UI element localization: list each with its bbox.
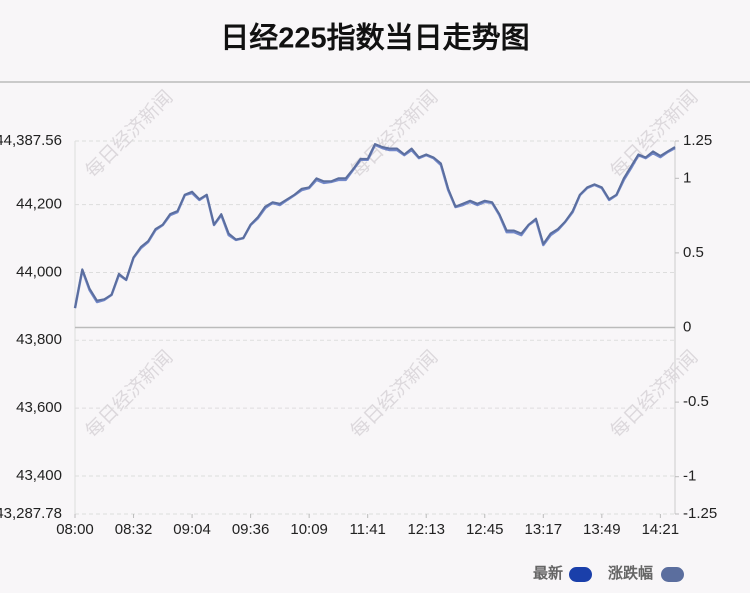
legend-swatch	[661, 567, 684, 582]
x-tick-label: 09:36	[232, 521, 270, 538]
watermark: 每日经济新闻	[81, 86, 177, 182]
y2-tick-label: -0.5	[683, 393, 709, 410]
x-tick-label: 10:09	[290, 521, 328, 538]
x-tick-label: 08:00	[56, 521, 94, 538]
y-tick-label: 44,387.56	[0, 132, 62, 149]
y-tick-label: 43,600	[16, 399, 62, 416]
legend-label: 涨跌幅	[608, 564, 653, 582]
watermark: 每日经济新闻	[81, 346, 177, 442]
chart-title: 日经225指数当日走势图	[220, 21, 529, 55]
y2-tick-label: 1.25	[683, 132, 712, 149]
y-tick-label: 44,000	[16, 263, 62, 280]
y2-tick-label: -1	[683, 468, 696, 485]
x-tick-label: 09:04	[173, 521, 211, 538]
series-line	[73, 143, 676, 309]
x-tick-label: 11:41	[349, 521, 385, 538]
x-tick-label: 13:49	[583, 521, 621, 538]
x-tick-label: 14:21	[642, 521, 680, 538]
y2-tick-label: -1.25	[683, 505, 717, 522]
y-tick-label: 43,400	[16, 467, 62, 484]
series-line	[74, 143, 676, 309]
y2-tick-label: 0.5	[683, 244, 704, 261]
y-tick-label: 43,287.78	[0, 505, 62, 522]
x-tick-label: 12:45	[466, 521, 504, 538]
watermark: 每日经济新闻	[346, 86, 442, 182]
x-tick-label: 13:17	[525, 521, 563, 538]
x-tick-label: 12:13	[407, 521, 445, 538]
y2-tick-label: 1	[683, 169, 691, 186]
y-tick-label: 43,800	[16, 331, 62, 348]
x-tick-label: 08:32	[115, 521, 153, 538]
watermark: 每日经济新闻	[346, 346, 442, 442]
y-tick-label: 44,200	[16, 196, 62, 213]
watermarks: 每日经济新闻 每日经济新闻 每日经济新闻 每日经济新闻 每日经济新闻 每日经济新…	[81, 86, 702, 442]
legend-label: 最新	[533, 564, 563, 582]
legend-swatch	[569, 567, 592, 582]
y2-tick-label: 0	[683, 318, 691, 335]
